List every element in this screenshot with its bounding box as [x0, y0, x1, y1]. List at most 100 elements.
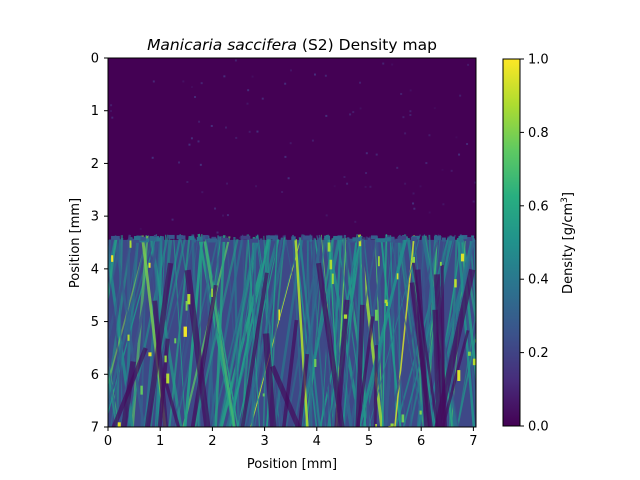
- noise-speckle: [354, 220, 357, 223]
- fiber-strand: [473, 237, 476, 300]
- edge-fragment: [139, 236, 146, 241]
- fiber-strand: [208, 237, 244, 427]
- fiber-strand: [459, 239, 476, 417]
- fiber-strand: [294, 239, 318, 427]
- edge-fragment: [376, 238, 386, 243]
- fiber-strand: [340, 236, 363, 427]
- noise-speckle: [413, 207, 416, 210]
- high-density-spot: [384, 299, 388, 304]
- fiber-strand: [422, 239, 476, 427]
- high-density-spot: [454, 279, 457, 288]
- noise-speckle: [382, 62, 385, 65]
- y-tick-label: 7: [91, 421, 99, 436]
- edge-fragment: [324, 235, 331, 240]
- edge-fragment: [149, 236, 157, 241]
- noise-speckle: [221, 214, 224, 217]
- fiber-strand: [329, 239, 343, 427]
- noise-speckle: [455, 136, 458, 139]
- void-strand: [433, 274, 448, 427]
- colorbar-tick-label: 0.4: [528, 273, 549, 288]
- high-density-spot: [390, 423, 394, 427]
- noise-speckle: [139, 227, 142, 230]
- fiber-strand: [108, 365, 118, 427]
- void-strand: [334, 299, 350, 427]
- chart-title: Manicaria saccifera (S2) Density map: [147, 36, 437, 54]
- high-density-spot: [385, 302, 388, 307]
- high-density-spot: [148, 262, 151, 268]
- noise-speckle: [474, 181, 476, 184]
- fiber-strand: [108, 237, 118, 282]
- x-tick-label: 7: [469, 434, 477, 449]
- fiber-strand: [108, 235, 117, 276]
- high-density-spot: [472, 358, 476, 366]
- high-density-spot: [327, 242, 331, 252]
- noise-speckle: [433, 107, 436, 110]
- noise-speckle: [198, 120, 201, 123]
- edge-fragment: [433, 236, 442, 241]
- fiber-strand: [357, 235, 408, 427]
- void-strand: [355, 304, 365, 427]
- edge-fragment: [384, 237, 392, 242]
- noise-speckle: [224, 126, 227, 129]
- noise-speckle: [428, 134, 431, 137]
- noise-speckle: [194, 96, 197, 99]
- fiber-strand: [108, 237, 118, 305]
- fiber-strand: [108, 294, 120, 427]
- noise-speckle: [412, 202, 415, 205]
- void-strand: [282, 319, 299, 427]
- noise-speckle: [352, 111, 355, 114]
- noise-speckle: [343, 176, 346, 179]
- high-density-spot: [343, 314, 348, 319]
- fiber-layer: [108, 59, 476, 427]
- edge-fragment: [249, 238, 259, 243]
- noise-speckle: [234, 59, 237, 62]
- y-tick-label: 2: [91, 157, 99, 172]
- fiber-strand: [342, 239, 358, 427]
- edge-fragment: [348, 238, 357, 243]
- noise-speckle: [190, 86, 193, 89]
- noise-speckle: [311, 139, 314, 142]
- noise-speckle: [346, 182, 349, 185]
- colorbar-tick-label: 1.0: [528, 53, 549, 68]
- x-tick-label: 2: [208, 434, 216, 449]
- noise-speckle: [400, 92, 403, 95]
- noise-speckle: [466, 143, 469, 146]
- edge-fragment: [435, 238, 438, 243]
- void-strand: [184, 269, 211, 427]
- noise-speckle: [226, 182, 229, 185]
- high-density-spot: [117, 422, 121, 427]
- noise-speckle: [251, 75, 254, 78]
- y-tick-label: 0: [91, 52, 99, 67]
- high-density-spot: [140, 385, 143, 395]
- heatmap-image: [108, 58, 476, 427]
- y-tick-label: 6: [91, 368, 99, 383]
- edge-fragment: [370, 235, 378, 240]
- y-tick-label: 3: [91, 210, 99, 225]
- fiber-strand: [108, 238, 122, 301]
- noise-speckle: [247, 89, 250, 92]
- noise-speckle: [110, 104, 113, 107]
- high-density-spot: [164, 355, 167, 363]
- edge-fragment: [220, 237, 230, 242]
- noise-speckle: [441, 168, 444, 171]
- high-density-spot: [187, 294, 191, 305]
- noise-speckle: [289, 142, 292, 145]
- high-density-spot: [148, 352, 152, 357]
- void-strand: [190, 284, 218, 427]
- noise-speckle: [391, 63, 394, 66]
- noise-speckle: [235, 136, 238, 139]
- void-strand: [144, 262, 174, 427]
- y-axis: 0 1 2 3 4 5 6 7: [91, 52, 108, 436]
- edge-fragment: [303, 235, 313, 240]
- noise-speckle: [151, 156, 154, 159]
- noise-speckle: [199, 163, 202, 166]
- noise-speckle: [186, 181, 189, 184]
- edge-fragment: [176, 235, 183, 240]
- edge-fragment: [291, 236, 296, 241]
- edge-fragment: [133, 236, 141, 241]
- fiber-strand: [126, 234, 169, 427]
- x-tick-label: 0: [104, 434, 112, 449]
- edge-fragment: [309, 237, 313, 242]
- high-density-spot: [166, 373, 170, 384]
- edge-fragment: [333, 235, 343, 240]
